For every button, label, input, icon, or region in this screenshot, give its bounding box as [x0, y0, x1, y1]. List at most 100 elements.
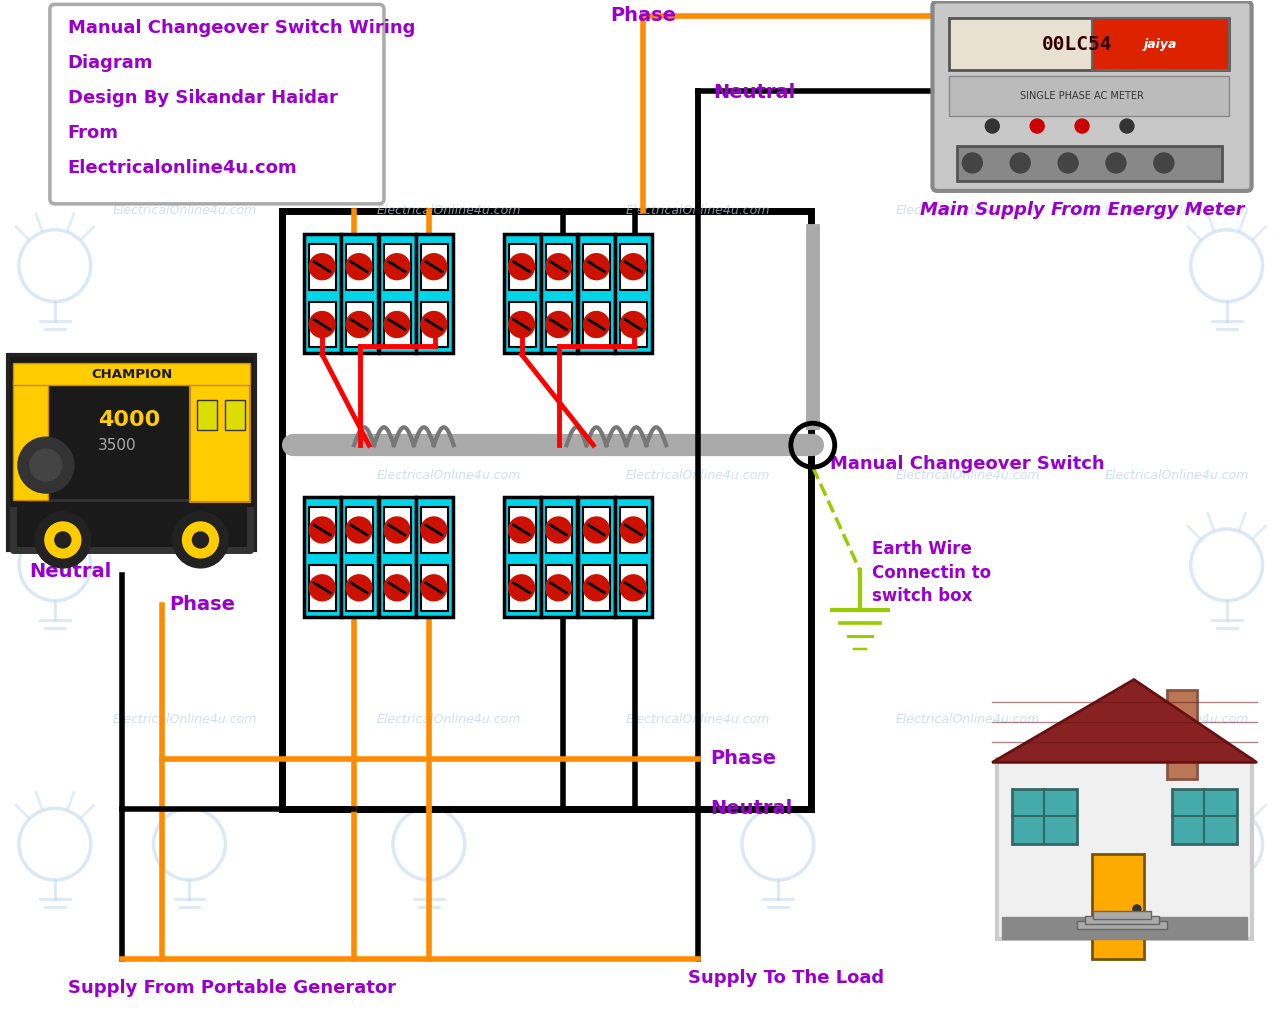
Circle shape	[546, 516, 571, 543]
Circle shape	[309, 574, 335, 601]
Bar	[282, 211, 811, 809]
Circle shape	[583, 254, 609, 280]
Circle shape	[384, 574, 409, 601]
Bar	[620, 244, 647, 289]
Bar	[508, 565, 535, 611]
Bar	[1171, 789, 1237, 844]
Text: 00LC54: 00LC54	[1041, 35, 1112, 54]
Bar	[583, 244, 610, 289]
Bar	[384, 244, 411, 289]
Circle shape	[172, 512, 228, 568]
Circle shape	[508, 574, 534, 601]
Bar	[304, 233, 341, 353]
Text: ElectricalOnline4u.com: ElectricalOnline4u.com	[377, 469, 521, 481]
Bar	[620, 302, 647, 347]
Circle shape	[346, 516, 372, 543]
Bar	[503, 497, 541, 617]
Circle shape	[183, 522, 219, 558]
Bar	[583, 507, 610, 553]
Bar	[503, 233, 541, 353]
Circle shape	[546, 312, 571, 338]
Bar	[346, 565, 373, 611]
Circle shape	[620, 254, 646, 280]
Bar	[309, 507, 336, 553]
Text: ElectricalOnline4u.com: ElectricalOnline4u.com	[896, 469, 1040, 481]
Bar	[1077, 920, 1167, 929]
Circle shape	[421, 516, 447, 543]
Text: ElectricalOnline4u.com: ElectricalOnline4u.com	[625, 205, 771, 217]
Circle shape	[421, 254, 447, 280]
Bar	[578, 233, 615, 353]
Bar	[578, 497, 615, 617]
Text: Design By Sikandar Haidar: Design By Sikandar Haidar	[68, 89, 337, 107]
Circle shape	[1154, 153, 1174, 173]
Text: Earth Wire
Connectin to
switch box: Earth Wire Connectin to switch box	[871, 540, 991, 605]
Bar	[1085, 916, 1158, 924]
Bar	[615, 497, 653, 617]
Bar	[508, 244, 535, 289]
Bar	[309, 565, 336, 611]
Bar	[620, 507, 647, 553]
Text: ElectricalOnline4u.com: ElectricalOnline4u.com	[896, 205, 1040, 217]
Bar	[1093, 19, 1229, 70]
Circle shape	[583, 574, 609, 601]
Bar	[341, 497, 378, 617]
Circle shape	[583, 516, 609, 543]
Circle shape	[620, 516, 646, 543]
Circle shape	[309, 516, 335, 543]
Bar	[384, 302, 411, 347]
Circle shape	[346, 574, 372, 601]
Bar	[583, 565, 610, 611]
Text: Phase: Phase	[170, 595, 236, 614]
Text: ElectricalOnline4u.com: ElectricalOnline4u.com	[1104, 205, 1248, 217]
Bar	[950, 19, 1229, 70]
Bar	[546, 244, 573, 289]
Text: Supply From Portable Generator: Supply From Portable Generator	[68, 978, 396, 997]
Text: Neutral: Neutral	[713, 84, 795, 102]
Bar	[421, 507, 448, 553]
Bar	[384, 507, 411, 553]
Circle shape	[1058, 153, 1079, 173]
Circle shape	[18, 437, 73, 493]
Text: 4000: 4000	[98, 410, 160, 431]
Bar	[546, 302, 573, 347]
Text: ElectricalOnline4u.com: ElectricalOnline4u.com	[377, 205, 521, 217]
Bar	[378, 497, 416, 617]
Bar	[309, 302, 336, 347]
Circle shape	[55, 532, 71, 547]
Bar	[541, 233, 578, 353]
Text: From: From	[68, 124, 118, 143]
Circle shape	[1106, 153, 1126, 173]
Circle shape	[346, 312, 372, 338]
Circle shape	[508, 254, 534, 280]
Circle shape	[546, 254, 571, 280]
Bar	[304, 497, 341, 617]
Circle shape	[986, 119, 999, 133]
Bar	[225, 401, 246, 430]
Bar	[378, 233, 416, 353]
Circle shape	[193, 532, 208, 547]
Bar	[197, 401, 218, 430]
Text: Neutral: Neutral	[710, 800, 793, 818]
Circle shape	[45, 522, 81, 558]
Circle shape	[384, 516, 409, 543]
Bar	[508, 507, 535, 553]
Text: Electricalonline4u.com: Electricalonline4u.com	[68, 159, 297, 177]
Bar	[28, 366, 236, 500]
Bar	[13, 380, 48, 500]
Circle shape	[1010, 153, 1030, 173]
Circle shape	[620, 312, 646, 338]
Bar	[8, 355, 255, 550]
Bar	[190, 377, 250, 502]
Text: CHAMPION: CHAMPION	[91, 368, 172, 381]
Bar	[421, 302, 448, 347]
Bar	[546, 565, 573, 611]
Circle shape	[963, 153, 982, 173]
Bar	[615, 233, 653, 353]
Circle shape	[620, 574, 646, 601]
Circle shape	[508, 516, 534, 543]
Bar	[1093, 911, 1151, 919]
Text: ElectricalOnline4u.com: ElectricalOnline4u.com	[1104, 469, 1248, 481]
Bar	[346, 302, 373, 347]
Circle shape	[309, 254, 335, 280]
